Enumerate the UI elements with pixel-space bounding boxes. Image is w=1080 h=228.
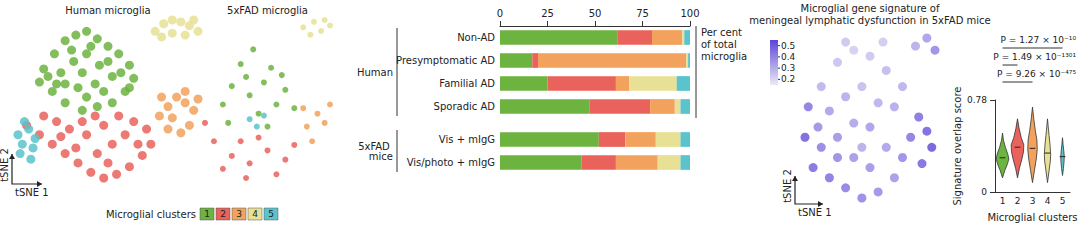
svg-text:Presymptomatic AD: Presymptomatic AD	[396, 55, 495, 66]
svg-text:3: 3	[1030, 196, 1036, 206]
svg-text:4: 4	[252, 209, 258, 219]
svg-text:Microglial clusters: Microglial clusters	[106, 209, 196, 220]
svg-text:tSNE 1: tSNE 1	[798, 207, 832, 218]
svg-text:5xFAD microglia: 5xFAD microglia	[227, 5, 308, 16]
svg-text:0.78: 0.78	[967, 95, 987, 105]
svg-text:75: 75	[636, 8, 649, 19]
svg-text:25: 25	[541, 8, 554, 19]
svg-text:P = 9.26 × 10⁻⁴⁷⁵: P = 9.26 × 10⁻⁴⁷⁵	[997, 69, 1076, 79]
svg-text:2: 2	[1015, 196, 1021, 206]
svg-text:of total: of total	[701, 39, 740, 50]
svg-text:50: 50	[589, 8, 602, 19]
svg-text:Human: Human	[357, 67, 393, 78]
svg-text:Sporadic AD: Sporadic AD	[434, 101, 496, 112]
svg-text:Familial AD: Familial AD	[439, 78, 495, 89]
svg-text:0.5: 0.5	[781, 41, 795, 51]
svg-text:100: 100	[680, 8, 699, 19]
svg-text:0.2: 0.2	[781, 74, 795, 84]
svg-text:P = 1.27 × 10⁻¹⁰: P = 1.27 × 10⁻¹⁰	[1001, 35, 1077, 45]
svg-text:Microglial gene signature of: Microglial gene signature of	[801, 3, 940, 14]
svg-text:meningeal lymphatic dysfunctio: meningeal lymphatic dysfunction in 5xFAD…	[749, 15, 990, 26]
svg-text:mice: mice	[369, 151, 393, 162]
svg-text:0: 0	[981, 187, 987, 197]
svg-text:Human microglia: Human microglia	[65, 5, 150, 16]
svg-text:P = 1.49 × 10⁻¹³⁰¹: P = 1.49 × 10⁻¹³⁰¹	[993, 52, 1076, 62]
svg-text:1: 1	[1000, 196, 1006, 206]
svg-text:tSNE 2: tSNE 2	[0, 148, 10, 182]
svg-text:Non-AD: Non-AD	[457, 32, 495, 43]
svg-text:5: 5	[268, 209, 274, 219]
svg-text:4: 4	[1045, 196, 1051, 206]
svg-text:3: 3	[236, 209, 242, 219]
svg-text:0.4: 0.4	[781, 52, 796, 62]
svg-text:Signature overlap score: Signature overlap score	[952, 86, 963, 205]
svg-text:0: 0	[497, 8, 503, 19]
svg-text:Microglial clusters: Microglial clusters	[987, 212, 1077, 223]
svg-text:tSNE 2: tSNE 2	[782, 169, 793, 203]
svg-text:0.3: 0.3	[781, 63, 795, 73]
svg-text:microglia: microglia	[701, 51, 747, 62]
svg-text:5xFAD: 5xFAD	[358, 140, 393, 152]
svg-text:Vis/photo + mIgG: Vis/photo + mIgG	[407, 157, 495, 168]
svg-text:5: 5	[1060, 196, 1066, 206]
svg-text:Per cent: Per cent	[701, 27, 745, 38]
svg-text:2: 2	[220, 209, 226, 219]
svg-text:1: 1	[204, 209, 210, 219]
svg-text:tSNE 1: tSNE 1	[15, 187, 49, 198]
svg-text:Vis + mIgG: Vis + mIgG	[439, 134, 495, 145]
